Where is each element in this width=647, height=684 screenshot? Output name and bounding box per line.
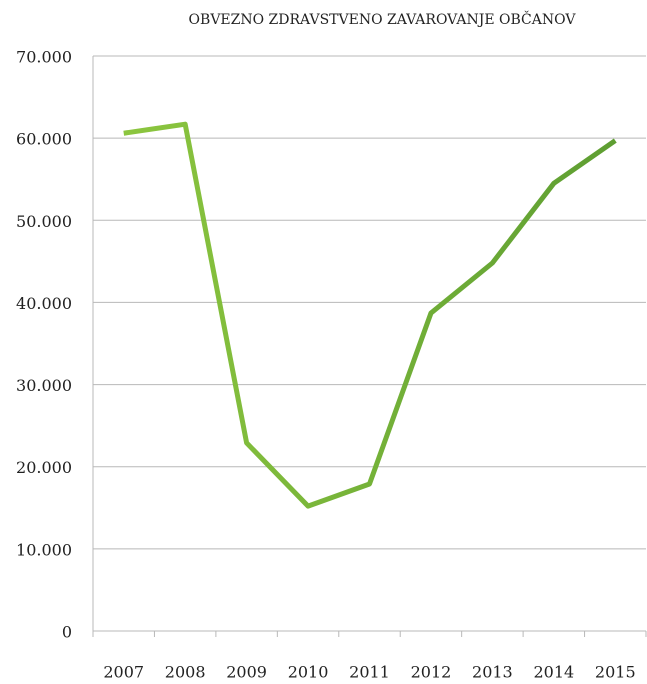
y-tick-label: 0 <box>62 623 72 642</box>
y-tick-label: 10.000 <box>16 540 72 559</box>
y-tick-label: 40.000 <box>16 294 72 313</box>
x-tick-label: 2013 <box>472 663 513 682</box>
x-tick-label: 2009 <box>226 663 267 682</box>
y-tick-label: 50.000 <box>16 212 72 231</box>
x-tick-label: 2012 <box>411 663 452 682</box>
y-tick-label: 70.000 <box>16 48 72 67</box>
x-tick-label: 2010 <box>288 663 329 682</box>
x-tick-label: 2008 <box>165 663 206 682</box>
x-tick-label: 2011 <box>349 663 390 682</box>
y-tick-label: 60.000 <box>16 130 72 149</box>
chart-title: OBVEZNO ZDRAVSTVENO ZAVAROVANJE OBČANOV <box>189 10 577 28</box>
x-tick-label: 2007 <box>103 663 144 682</box>
line <box>123 121 617 509</box>
y-tick-label: 20.000 <box>16 458 72 477</box>
x-tick-label: 2015 <box>595 663 636 682</box>
x-tick-label: 2014 <box>533 663 574 682</box>
y-tick-label: 30.000 <box>16 376 72 395</box>
